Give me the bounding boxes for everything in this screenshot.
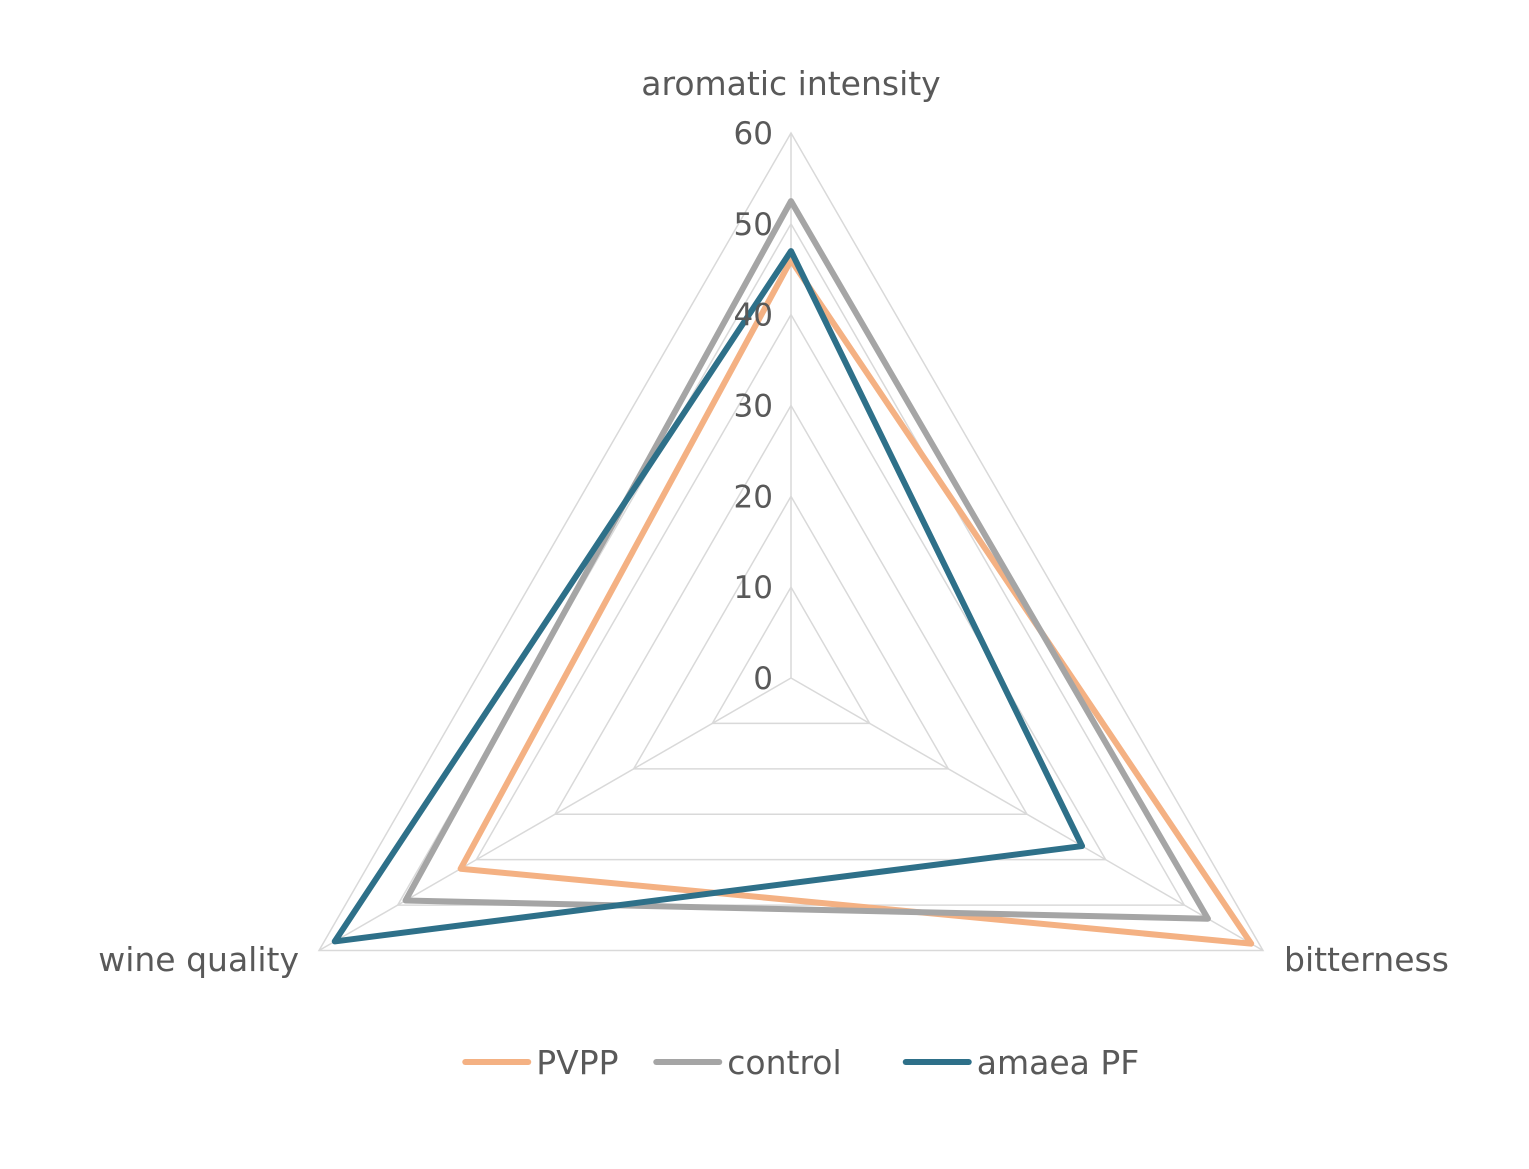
legend-label-pvpp: PVPP — [536, 1043, 618, 1082]
tick-labels: 0 10 20 30 40 50 60 — [734, 116, 773, 697]
axis-label-wine-quality: wine quality — [98, 940, 299, 979]
grid-ring-30 — [553, 404, 1029, 815]
series-line-pvpp — [457, 257, 1255, 947]
legend: PVPP control amaea PF — [462, 1043, 1140, 1082]
axis-spoke-2 — [318, 677, 792, 952]
grid — [317, 131, 1265, 952]
tick-label-50: 50 — [734, 207, 773, 243]
grid-ring-50 — [396, 222, 1186, 906]
tick-label-10: 10 — [734, 570, 773, 606]
tick-label-0: 0 — [753, 661, 773, 697]
axis-label-bitterness: bitterness — [1284, 940, 1449, 979]
axis-labels: aromatic intensity bitterness wine quali… — [98, 64, 1449, 979]
legend-label-amaea-pf: amaea PF — [977, 1043, 1140, 1082]
grid-ring-60 — [317, 131, 1265, 952]
legend-label-control: control — [727, 1043, 841, 1082]
axis-spoke-1 — [790, 677, 1264, 952]
series-line-control — [402, 198, 1211, 922]
grid-ring-10 — [711, 585, 871, 725]
axis-label-aromatic-intensity: aromatic intensity — [641, 64, 940, 103]
series-line-amaea-pf — [331, 248, 1086, 945]
tick-label-40: 40 — [734, 298, 773, 334]
grid-ring-40 — [475, 313, 1107, 861]
tick-label-30: 30 — [734, 389, 773, 425]
tick-label-20: 20 — [734, 479, 773, 515]
series-layer — [331, 198, 1255, 947]
tick-label-60: 60 — [734, 116, 773, 152]
grid-ring-20 — [632, 494, 950, 770]
